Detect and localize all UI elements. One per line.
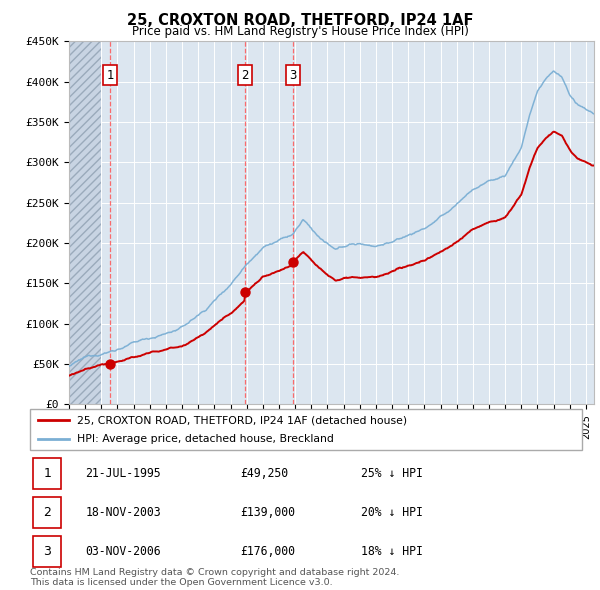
FancyBboxPatch shape	[33, 536, 61, 567]
Text: 25% ↓ HPI: 25% ↓ HPI	[361, 467, 423, 480]
Text: 2: 2	[43, 506, 51, 519]
Text: 20% ↓ HPI: 20% ↓ HPI	[361, 506, 423, 519]
Text: £176,000: £176,000	[240, 545, 295, 558]
Text: 25, CROXTON ROAD, THETFORD, IP24 1AF (detached house): 25, CROXTON ROAD, THETFORD, IP24 1AF (de…	[77, 415, 407, 425]
Bar	[69, 41, 101, 404]
FancyBboxPatch shape	[30, 409, 582, 450]
FancyBboxPatch shape	[33, 497, 61, 528]
Text: 25, CROXTON ROAD, THETFORD, IP24 1AF: 25, CROXTON ROAD, THETFORD, IP24 1AF	[127, 13, 473, 28]
Text: £139,000: £139,000	[240, 506, 295, 519]
Text: 1: 1	[106, 68, 114, 81]
Text: 03-NOV-2006: 03-NOV-2006	[85, 545, 161, 558]
Text: 2: 2	[241, 68, 248, 81]
Text: Contains HM Land Registry data © Crown copyright and database right 2024.
This d: Contains HM Land Registry data © Crown c…	[30, 568, 400, 587]
FancyBboxPatch shape	[33, 458, 61, 489]
Text: HPI: Average price, detached house, Breckland: HPI: Average price, detached house, Brec…	[77, 434, 334, 444]
Text: 18% ↓ HPI: 18% ↓ HPI	[361, 545, 423, 558]
Text: £49,250: £49,250	[240, 467, 288, 480]
Text: 3: 3	[43, 545, 51, 558]
Text: 3: 3	[289, 68, 296, 81]
Text: 1: 1	[43, 467, 51, 480]
Text: 18-NOV-2003: 18-NOV-2003	[85, 506, 161, 519]
Text: Price paid vs. HM Land Registry's House Price Index (HPI): Price paid vs. HM Land Registry's House …	[131, 25, 469, 38]
Text: 21-JUL-1995: 21-JUL-1995	[85, 467, 161, 480]
